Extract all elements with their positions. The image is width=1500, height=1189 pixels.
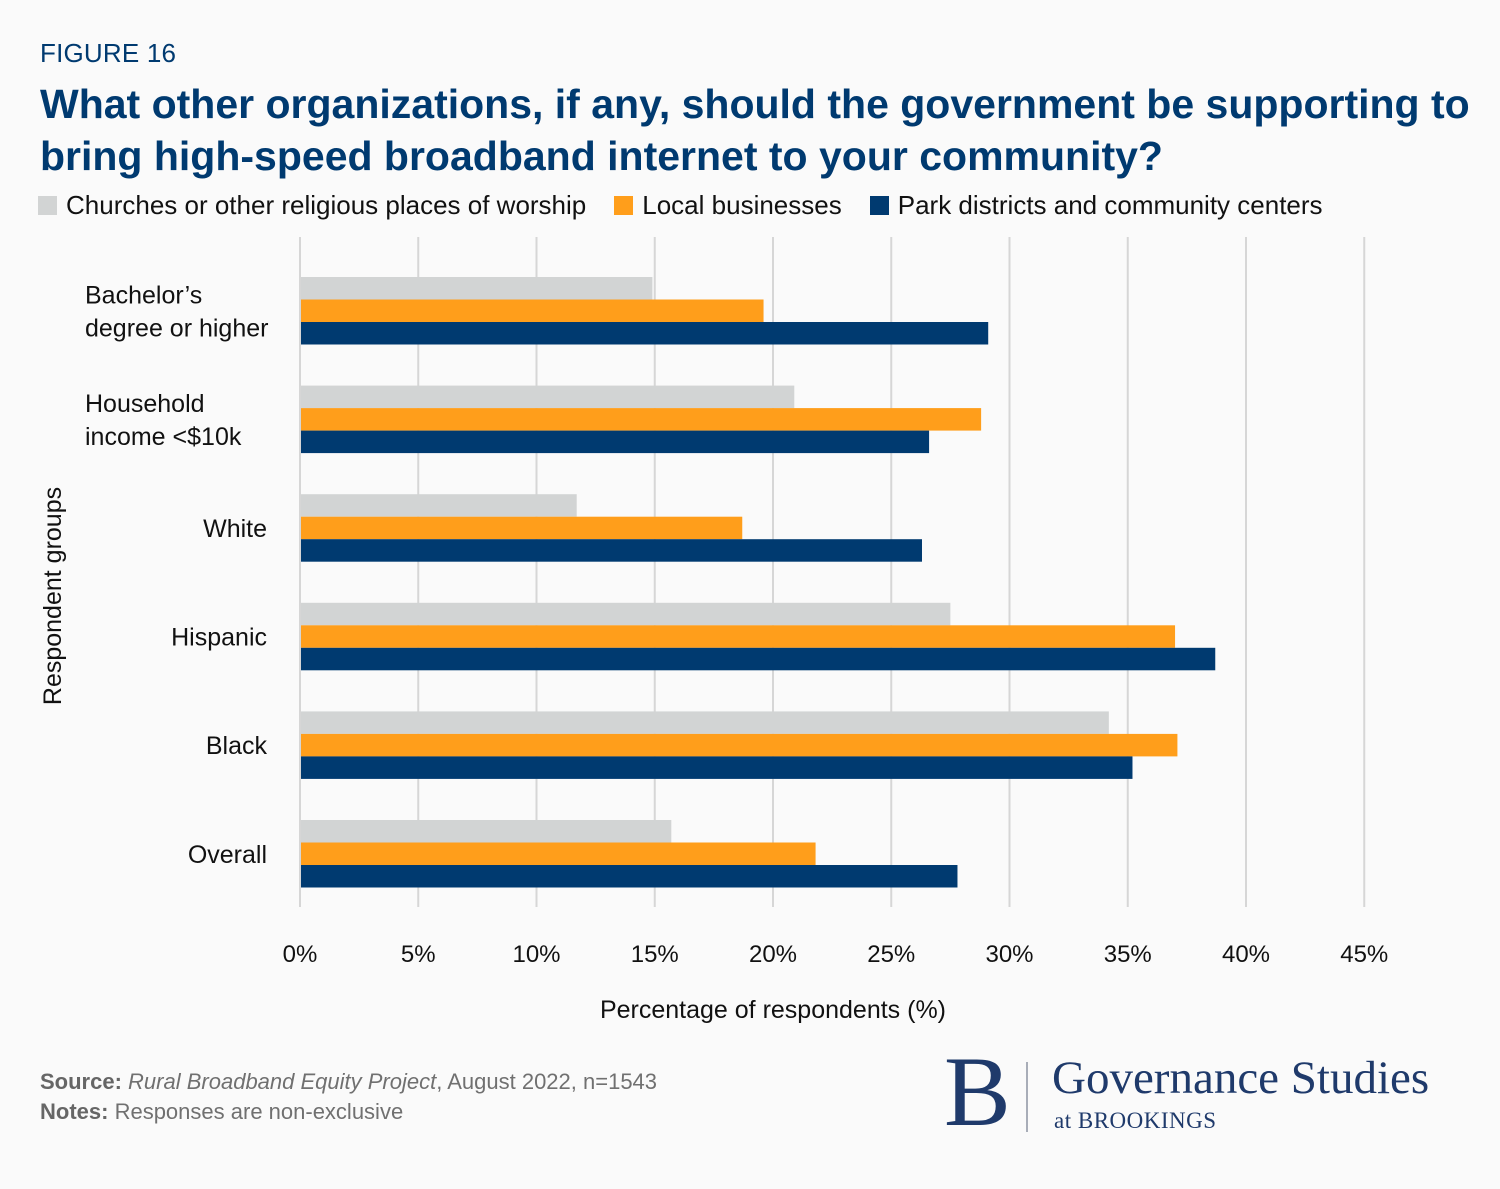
bar-local-0	[301, 299, 764, 322]
bar-churches-4	[301, 711, 1109, 734]
bar-park-2	[301, 539, 922, 562]
bar-park-1	[301, 430, 930, 454]
bars	[301, 277, 1216, 888]
chart-title: What other organizations, if any, should…	[40, 81, 1470, 179]
y-axis-label: Respondent groups	[39, 487, 67, 705]
legend-swatch-churches	[38, 196, 57, 215]
category-label-line: Black	[206, 732, 268, 760]
category-labels: Bachelor’s degree or higher Household incom…	[85, 281, 268, 869]
legend-item-local-businesses: Local businesses	[614, 190, 842, 221]
footer-source: Source: Rural Broadband Equity Project, …	[40, 1067, 657, 1127]
bar-local-1	[301, 408, 982, 431]
x-tick-label: 0%	[283, 941, 318, 968]
notes-text: Responses are non-exclusive	[114, 1099, 404, 1124]
x-tick-label: 25%	[867, 941, 915, 968]
brookings-logo-letter: B	[944, 1036, 1011, 1147]
legend-item-churches: Churches or other religious places of wo…	[38, 190, 586, 221]
legend-swatch-park-districts	[869, 196, 889, 215]
figure-label: FIGURE 16	[40, 38, 177, 68]
bar-park-0	[301, 322, 989, 345]
legend-label-local-businesses: Local businesses	[642, 190, 842, 220]
logo-main-text: Governance Studies	[1052, 1052, 1430, 1104]
bar-churches-3	[301, 602, 951, 626]
source-label: Source:	[40, 1069, 122, 1094]
category-label-line: White	[203, 515, 267, 543]
legend-label-churches: Churches or other religious places of wo…	[66, 190, 587, 220]
category-label-line: degree or higher	[85, 314, 268, 342]
x-tick-label: 20%	[749, 941, 797, 968]
logo-divider	[1026, 1062, 1028, 1132]
bar-churches-0	[301, 277, 653, 300]
logo-sub-text: at BROOKINGS	[1054, 1108, 1217, 1133]
x-tick-label: 35%	[1104, 941, 1152, 968]
legend-item-park-districts: Park districts and community centers	[869, 190, 1323, 221]
x-tick-label: 40%	[1222, 941, 1270, 968]
category-label: Black	[206, 732, 268, 760]
bar-churches-1	[301, 385, 795, 409]
source-title: Rural Broadband Equity Project	[128, 1069, 437, 1094]
x-axis-label: Percentage of respondents (%)	[600, 996, 946, 1024]
category-label-line: income <$10k	[85, 423, 242, 451]
notes-line: Notes: Responses are non-exclusive	[40, 1097, 657, 1127]
bar-chart: Bachelor’s degree or higher Household incom…	[39, 237, 1389, 1024]
legend: Churches or other religious places of wo…	[38, 190, 1323, 221]
x-tick-labels: 0% 5% 10% 15% 20% 25% 30% 35% 40% 45%	[283, 941, 1389, 968]
source-details: , August 2022, n=1543	[436, 1069, 658, 1094]
source-line: Source: Rural Broadband Equity Project, …	[40, 1067, 657, 1097]
x-tick-label: 15%	[631, 941, 679, 968]
bar-park-3	[301, 647, 1216, 671]
legend-swatch-local-businesses	[614, 196, 634, 215]
bar-local-3	[301, 625, 1176, 648]
category-label-line: Overall	[188, 841, 267, 869]
bar-local-2	[301, 516, 743, 540]
bar-local-5	[301, 842, 816, 865]
x-tick-label: 5%	[401, 941, 436, 968]
bar-park-5	[301, 865, 958, 888]
category-label: Household income <$10k	[85, 390, 242, 451]
category-label-line: Bachelor’s	[85, 281, 202, 309]
bar-park-4	[301, 756, 1133, 779]
bar-churches-5	[301, 820, 672, 843]
legend-label-park-districts: Park districts and community centers	[897, 190, 1323, 220]
category-label-line: Hispanic	[171, 624, 267, 652]
x-tick-label: 30%	[985, 941, 1033, 968]
bar-local-4	[301, 733, 1178, 757]
category-label: Bachelor’s degree or higher	[85, 281, 268, 342]
category-label: Overall	[188, 841, 267, 869]
x-tick-label: 10%	[512, 941, 560, 968]
gridlines	[299, 237, 1366, 907]
category-label: White	[203, 515, 267, 543]
x-tick-label: 45%	[1340, 941, 1388, 968]
bar-churches-2	[301, 494, 577, 517]
category-label: Hispanic	[171, 624, 267, 652]
category-label-line: Household	[85, 390, 205, 418]
notes-label: Notes:	[40, 1099, 109, 1124]
